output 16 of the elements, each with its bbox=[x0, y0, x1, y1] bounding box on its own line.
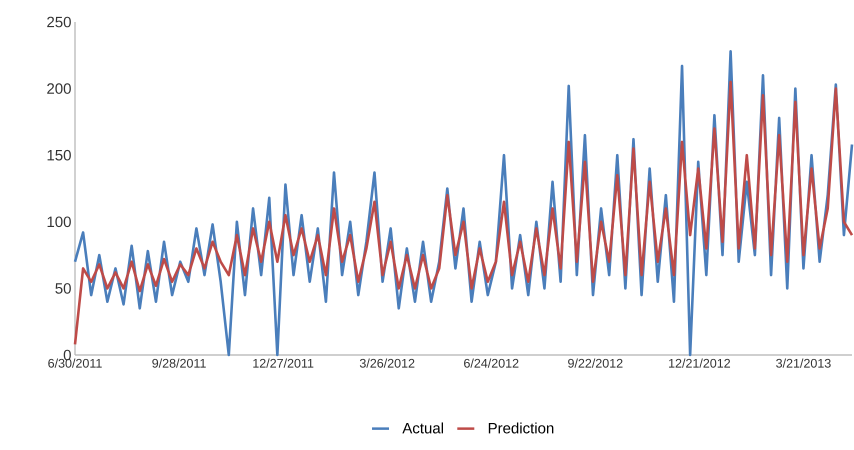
y-tick-label: 200 bbox=[47, 83, 71, 94]
x-tick-label: 3/26/2012 bbox=[360, 358, 414, 368]
legend-label: Actual bbox=[402, 422, 443, 434]
y-tick-label: 100 bbox=[48, 216, 71, 228]
y-tick-label: 250 bbox=[47, 16, 71, 28]
x-tick-label: 6/24/2012 bbox=[464, 358, 518, 368]
x-tick-label: 9/28/2011 bbox=[152, 358, 206, 368]
x-tick-label: 12/21/2012 bbox=[669, 358, 730, 368]
x-tick-label: 9/22/2012 bbox=[568, 358, 622, 368]
y-tick-label: 0 bbox=[64, 350, 71, 360]
x-tick-label: 12/27/2011 bbox=[253, 358, 314, 368]
x-tick-label: 3/21/2013 bbox=[776, 358, 831, 368]
legend-label: Prediction bbox=[488, 422, 554, 434]
y-tick-label: 150 bbox=[48, 150, 71, 161]
x-tick-label: 6/30/2011 bbox=[48, 358, 102, 368]
y-tick-label: 50 bbox=[55, 283, 71, 294]
